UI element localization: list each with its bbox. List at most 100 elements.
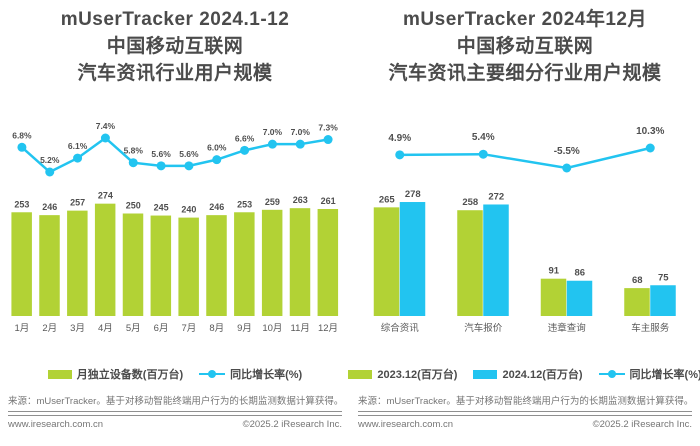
bar-value-label: 274 bbox=[98, 191, 113, 201]
footer-divider bbox=[358, 411, 692, 416]
right-title-line-1: mUserTracker 2024年12月 bbox=[403, 9, 647, 30]
bar bbox=[399, 202, 426, 316]
bar bbox=[94, 203, 116, 316]
bar-value-label: 68 bbox=[632, 275, 643, 286]
bar-value-label: 86 bbox=[574, 268, 585, 279]
right-title-line-2: 中国移动互联网 bbox=[456, 36, 594, 57]
x-axis-label: 5月 bbox=[125, 323, 141, 334]
line-point bbox=[128, 158, 138, 168]
line-series bbox=[399, 146, 651, 170]
bar-value-label: 258 bbox=[462, 197, 478, 208]
bar bbox=[457, 210, 483, 316]
bar-value-label: 265 bbox=[379, 194, 396, 205]
x-axis-label: 4月 bbox=[98, 323, 113, 334]
bar bbox=[650, 285, 676, 316]
bar-value-label: 240 bbox=[181, 205, 196, 215]
line-point bbox=[240, 145, 250, 155]
left-chart-panel: mUserTracker 2024.1-12 中国移动互联网 汽车资讯行业用户规… bbox=[8, 6, 342, 430]
line-point bbox=[73, 153, 83, 163]
footer-url: www.iresearch.com.cn bbox=[358, 419, 454, 430]
x-axis-label: 1月 bbox=[14, 323, 30, 334]
line-value-label: 10.3% bbox=[636, 126, 664, 137]
legend-item-devices: 月独立设备数(百万台) bbox=[47, 366, 184, 382]
bar-value-label: 250 bbox=[126, 201, 141, 211]
line-value-label: 7.0% bbox=[291, 127, 311, 137]
line-value-label: 5.6% bbox=[179, 149, 199, 159]
bar-value-label: 278 bbox=[405, 189, 421, 200]
x-axis-label: 违章查询 bbox=[547, 323, 586, 334]
legend-item-growth: 同比增长率(%) bbox=[199, 366, 302, 382]
line-value-label: 7.4% bbox=[96, 121, 116, 131]
bar-value-label: 261 bbox=[321, 196, 336, 206]
line-series bbox=[21, 136, 329, 174]
x-axis-label: 2月 bbox=[42, 323, 58, 334]
right-chart-plot: 265 278 258 272 91 86 68 75 4.9% 5.4% -5.5% 10.3% bbox=[358, 90, 692, 322]
line-value-label: 5.6% bbox=[151, 149, 171, 159]
left-chart-title: mUserTracker 2024.1-12 中国移动互联网 汽车资讯行业用户规… bbox=[8, 6, 342, 90]
x-axis-label: 车主服务 bbox=[631, 323, 670, 334]
bar-value-label: 246 bbox=[42, 202, 57, 212]
line-value-label: 6.0% bbox=[207, 143, 227, 153]
line-point bbox=[295, 139, 305, 149]
line-swatch-icon bbox=[598, 369, 625, 379]
x-axis-label: 汽车报价 bbox=[464, 323, 503, 334]
legend-label: 同比增长率(%) bbox=[629, 369, 700, 381]
x-axis-label: 8月 bbox=[209, 323, 225, 334]
footer-copyright: ©2025.2 iResearch Inc. bbox=[592, 419, 692, 430]
bar-value-label: 263 bbox=[293, 195, 308, 205]
left-title-line-3: 汽车资讯行业用户规模 bbox=[77, 63, 273, 84]
bar-value-label: 246 bbox=[209, 202, 224, 212]
bar bbox=[624, 288, 650, 316]
bar bbox=[540, 278, 567, 316]
left-title-line-2: 中国移动互联网 bbox=[106, 36, 244, 57]
bar-value-label: 253 bbox=[237, 199, 252, 209]
bar-swatch-icon bbox=[473, 369, 498, 379]
line-value-label: -5.5% bbox=[554, 146, 580, 157]
bar-value-label: 257 bbox=[70, 198, 85, 208]
line-point bbox=[184, 161, 194, 171]
line-point bbox=[267, 139, 277, 149]
bar bbox=[122, 213, 144, 316]
line-point bbox=[45, 167, 55, 177]
line-value-label: 7.0% bbox=[263, 127, 283, 137]
line-value-label: 6.6% bbox=[235, 133, 255, 143]
line-value-label: 6.1% bbox=[68, 141, 88, 151]
footer-row: www.iresearch.com.cn ©2025.2 iResearch I… bbox=[358, 419, 692, 430]
plot-svg: 253 246 257 274 250 245 240 246 253 259 263 261 6.8%… bbox=[11, 121, 338, 316]
right-title-line-3: 汽车资讯主要细分行业用户规模 bbox=[388, 63, 662, 84]
bar-value-label: 75 bbox=[658, 272, 669, 283]
legend-label: 2023.12(百万台) bbox=[377, 369, 458, 381]
line-value-label: 7.3% bbox=[318, 123, 338, 133]
footer-row: www.iresearch.com.cn ©2025.2 iResearch I… bbox=[8, 419, 342, 430]
bar bbox=[234, 212, 255, 316]
bar-swatch-icon bbox=[47, 369, 72, 379]
line-point bbox=[395, 150, 405, 160]
x-axis-label: 11月 bbox=[290, 323, 310, 334]
footer-copyright: ©2025.2 iResearch Inc. bbox=[242, 419, 342, 430]
x-axis-label: 12月 bbox=[317, 323, 339, 334]
legend-item-2024: 2024.12(百万台) bbox=[473, 366, 583, 382]
x-axis-label: 6月 bbox=[153, 323, 169, 334]
right-chart-legend: 2023.12(百万台) 2024.12(百万台) 同比增长率(%) bbox=[348, 366, 700, 382]
right-chart-title: mUserTracker 2024年12月 中国移动互联网 汽车资讯主要细分行业… bbox=[358, 6, 692, 90]
line-point bbox=[212, 155, 222, 165]
bar-value-label: 272 bbox=[488, 191, 504, 202]
left-chart-x-axis: 1月 2月 3月 4月 5月 6月 7月 8月 9月 10月 11月 12月 bbox=[8, 322, 342, 338]
source-note: 来源：mUserTracker。基于对移动智能终端用户行为的长期监测数据计算获得… bbox=[8, 396, 342, 407]
line-point bbox=[645, 143, 655, 153]
line-point bbox=[100, 133, 110, 143]
legend-item-growth: 同比增长率(%) bbox=[598, 366, 700, 382]
left-chart-legend: 月独立设备数(百万台) 同比增长率(%) bbox=[8, 366, 342, 382]
right-chart-x-axis: 综合资讯 汽车报价 违章查询 车主服务 bbox=[358, 322, 692, 338]
line-value-label: 5.8% bbox=[124, 146, 144, 156]
line-point bbox=[562, 163, 572, 173]
bar bbox=[150, 215, 172, 316]
bar-swatch-icon bbox=[348, 369, 373, 379]
x-axis-label: 3月 bbox=[70, 323, 85, 334]
bar bbox=[11, 212, 32, 316]
legend-label: 月独立设备数(百万台) bbox=[76, 369, 184, 381]
footer-divider bbox=[8, 411, 342, 416]
bar bbox=[67, 210, 88, 316]
bar bbox=[289, 208, 311, 316]
